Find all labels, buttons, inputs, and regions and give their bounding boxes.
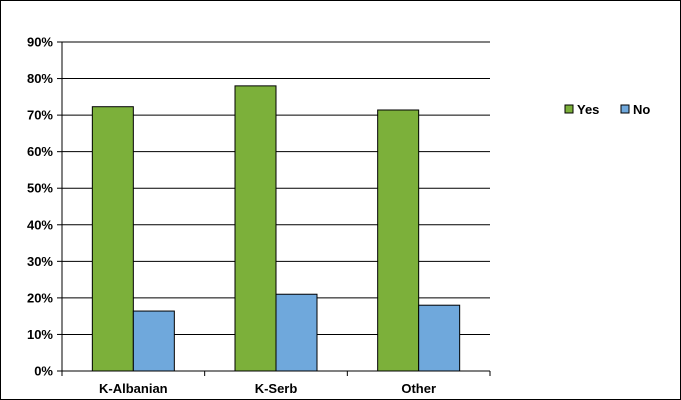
legend-swatch-yes: [564, 104, 574, 114]
bar-no-k-albanian: [132, 310, 175, 372]
bar-yes-k-albanian: [91, 106, 134, 372]
y-tick-label: 60%: [27, 144, 53, 159]
y-tick-label: 90%: [27, 35, 53, 50]
y-tick-label: 30%: [27, 254, 53, 269]
y-tick-label: 40%: [27, 217, 53, 232]
legend-label-yes: Yes: [577, 102, 599, 117]
legend-swatch-no: [620, 104, 630, 114]
bar-no-k-serb: [275, 293, 318, 372]
y-tick-label: 10%: [27, 327, 53, 342]
bar-yes-other: [377, 109, 420, 372]
x-tick-label: K-Albanian: [99, 381, 168, 396]
bar-yes-k-serb: [234, 85, 277, 372]
x-tick-label: Other: [401, 381, 436, 396]
y-tick-label: 0%: [34, 364, 53, 379]
bar-no-other: [418, 304, 461, 372]
y-tick-label: 50%: [27, 181, 53, 196]
legend-label-no: No: [633, 102, 650, 117]
y-tick-label: 80%: [27, 71, 53, 86]
x-tick-label: K-Serb: [255, 381, 298, 396]
y-tick-label: 70%: [27, 108, 53, 123]
y-tick-label: 20%: [27, 290, 53, 305]
